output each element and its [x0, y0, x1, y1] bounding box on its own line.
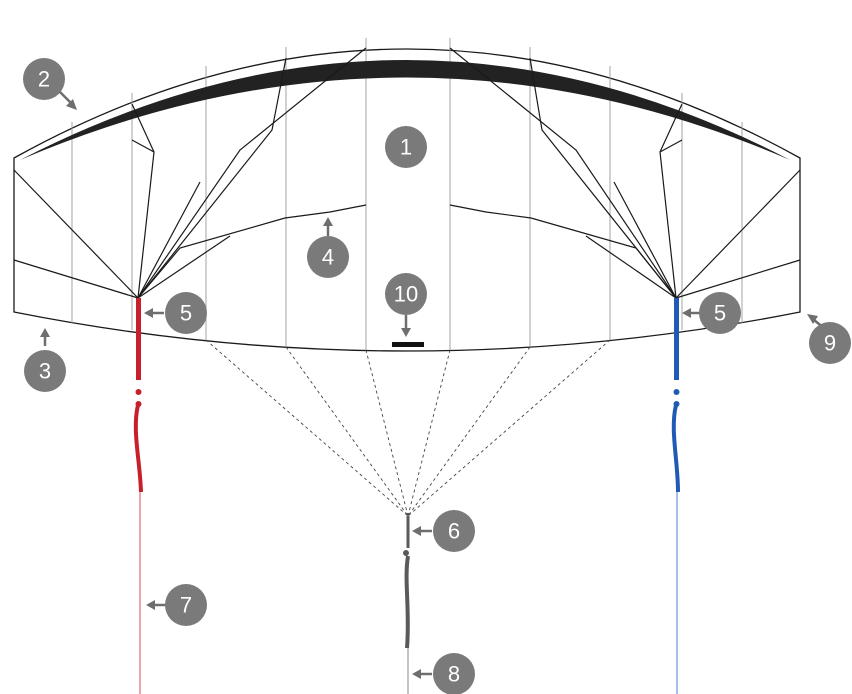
callout-5-left: 5	[165, 292, 207, 334]
left-flying-line	[133, 298, 143, 694]
callout-9: 9	[809, 322, 851, 364]
callout-8: 8	[433, 653, 475, 694]
callout-badges: 1 2 3 4 5 5 6 7	[23, 58, 851, 694]
center-bridle-dashed	[205, 339, 611, 517]
svg-text:7: 7	[180, 593, 192, 618]
callout-1: 1	[385, 126, 427, 168]
center-flying-line	[403, 516, 410, 694]
callout-3: 3	[24, 350, 66, 392]
callout-10: 10	[385, 273, 427, 315]
svg-text:2: 2	[38, 67, 50, 92]
callout-7: 7	[165, 584, 207, 626]
svg-text:6: 6	[448, 519, 460, 544]
svg-text:5: 5	[714, 301, 726, 326]
svg-text:4: 4	[322, 245, 334, 270]
center-tab	[392, 342, 424, 347]
callout-5-right: 5	[699, 292, 741, 334]
svg-text:10: 10	[394, 282, 418, 307]
panel-seams	[71, 38, 743, 350]
callout-2: 2	[23, 58, 65, 100]
callout-6: 6	[433, 510, 475, 552]
svg-text:9: 9	[824, 331, 836, 356]
right-flying-line	[671, 298, 680, 694]
svg-text:1: 1	[400, 135, 412, 160]
canopy-outline	[13, 48, 801, 352]
leading-edge	[20, 60, 790, 160]
bridle-lines-right	[449, 47, 801, 299]
callout-4: 4	[307, 236, 349, 278]
bridle-lines-left	[13, 47, 367, 299]
callout-arrows	[40, 91, 825, 679]
svg-text:3: 3	[39, 359, 51, 384]
svg-text:8: 8	[448, 662, 460, 687]
svg-text:5: 5	[180, 301, 192, 326]
